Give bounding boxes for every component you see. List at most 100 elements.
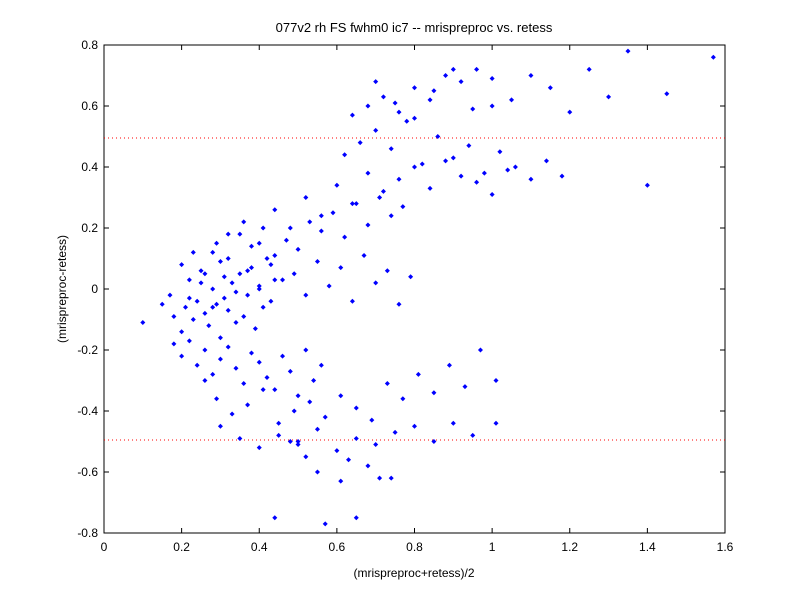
x-tick-label: 1 [489, 540, 496, 554]
y-tick-label: 0.2 [81, 221, 98, 235]
data-point [353, 201, 359, 207]
data-point [202, 378, 208, 383]
data-point [384, 268, 390, 274]
chart-title: 077v2 rh FS fwhm0 ic7 -- mrispreproc vs.… [276, 20, 553, 35]
data-point [190, 317, 196, 322]
data-point [237, 271, 243, 277]
data-point [664, 91, 670, 97]
data-point [272, 387, 278, 393]
data-point [606, 94, 612, 100]
data-point [202, 347, 208, 353]
data-point [392, 429, 398, 435]
data-point [349, 201, 355, 207]
data-point [446, 362, 452, 368]
data-point [256, 359, 262, 365]
data-point [256, 286, 262, 292]
data-point [450, 420, 456, 426]
data-point [412, 164, 417, 170]
data-point [241, 313, 247, 319]
data-point [373, 79, 379, 85]
data-point [287, 368, 293, 374]
data-point [256, 283, 262, 289]
data-point [264, 256, 270, 261]
data-point [353, 515, 359, 521]
data-point [140, 320, 146, 326]
data-point [369, 417, 375, 423]
data-point [214, 396, 220, 402]
data-point [419, 161, 425, 167]
data-point [415, 371, 421, 377]
data-point [256, 240, 262, 246]
data-point [260, 387, 266, 393]
data-point [644, 182, 650, 188]
data-point [291, 408, 297, 414]
data-point [295, 393, 301, 399]
data-point [474, 66, 480, 72]
data-point [497, 149, 503, 155]
data-point [481, 170, 487, 176]
data-point [458, 79, 464, 85]
data-point [543, 158, 549, 164]
data-point [338, 393, 344, 399]
data-point [373, 280, 379, 286]
data-point [291, 271, 297, 277]
data-point [202, 271, 208, 277]
data-point [214, 301, 220, 307]
data-point [365, 170, 371, 176]
data-point [493, 378, 499, 383]
data-point [248, 350, 254, 356]
data-point [225, 231, 231, 237]
data-point [237, 231, 243, 237]
data-point [412, 423, 417, 429]
plot-area [103, 44, 726, 534]
data-point [287, 225, 293, 231]
data-point [245, 292, 251, 298]
data-point [388, 146, 394, 152]
data-point [210, 371, 216, 377]
data-point [353, 405, 359, 411]
data-point [458, 173, 464, 179]
data-point [493, 420, 499, 426]
y-tick-label: -0.4 [77, 404, 98, 418]
y-tick-label: 0.4 [81, 160, 98, 174]
data-point [342, 152, 348, 158]
data-point [248, 243, 254, 249]
data-point [260, 225, 266, 231]
data-point [388, 213, 394, 219]
data-point [311, 378, 317, 383]
data-point [194, 298, 200, 304]
data-point [256, 445, 262, 451]
data-point [303, 454, 309, 460]
data-point [241, 219, 247, 225]
data-point [159, 301, 165, 307]
data-point [373, 127, 379, 133]
data-point [179, 353, 185, 359]
data-point [353, 435, 359, 441]
data-point [194, 362, 200, 368]
x-tick-label: 1.2 [561, 540, 578, 554]
x-tick-label: 0.2 [173, 540, 190, 554]
data-point [198, 280, 204, 286]
data-point [295, 439, 301, 444]
data-point [346, 457, 352, 463]
data-point [349, 112, 355, 118]
data-point [233, 365, 239, 371]
data-point [474, 179, 480, 185]
data-point [248, 265, 254, 271]
data-point [283, 237, 289, 243]
data-point [287, 439, 293, 444]
data-point [450, 66, 456, 72]
data-point [431, 390, 437, 396]
data-point [210, 304, 216, 310]
data-point [272, 515, 278, 521]
data-point [412, 115, 417, 121]
x-tick-label: 0.8 [406, 540, 423, 554]
data-point [431, 439, 437, 444]
data-point [295, 246, 301, 252]
data-point [396, 301, 402, 307]
data-point [396, 176, 402, 182]
data-point [365, 222, 371, 228]
data-point [384, 381, 390, 387]
data-point [400, 396, 406, 402]
